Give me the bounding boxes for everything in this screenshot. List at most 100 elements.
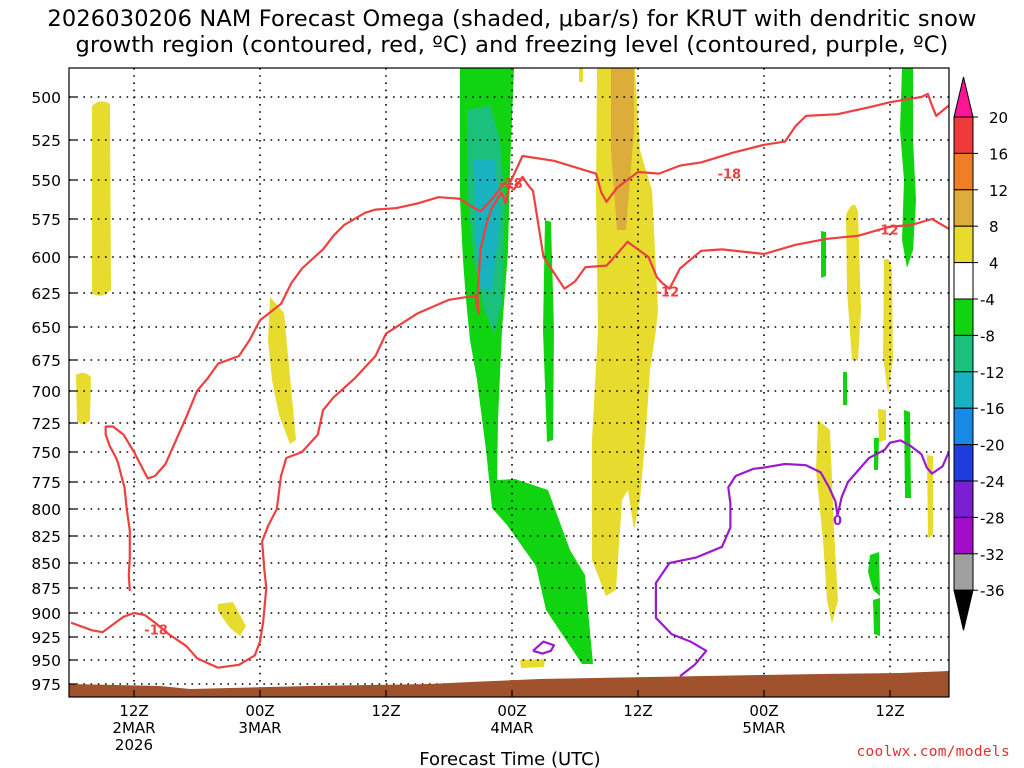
contour-red-18-label-1: -18	[499, 177, 523, 192]
credit-text: coolwx.com/models	[856, 744, 1010, 760]
colorbar-label-2: 12	[989, 182, 1008, 200]
omega-region-4	[520, 659, 545, 668]
omega-region-19	[873, 598, 880, 636]
omega-region-8	[543, 220, 554, 442]
y-tick-label-925: 925	[31, 629, 61, 647]
contour-purple-0	[654, 439, 949, 678]
y-tick-label-850: 850	[31, 555, 61, 573]
x-tick-label-78-0: 12Z	[875, 702, 904, 720]
y-tick-label-550: 550	[31, 172, 61, 190]
y-axis: 500 525 550 575 600 625 650 675 700 725 750 775 800 8…	[31, 89, 76, 694]
colorbar-segment-13	[953, 553, 974, 591]
colorbar-label-1: 16	[989, 145, 1008, 163]
omega-region-18	[868, 552, 880, 596]
omega-region-15	[883, 258, 893, 394]
colorbar-segment-4	[953, 225, 974, 264]
colorbar-segment-10	[953, 444, 974, 482]
chart-title: 2026030206 NAM Forecast Omega (shaded, μ…	[47, 6, 977, 58]
x-tick-label-66-1: 5MAR	[742, 719, 785, 737]
omega-region-11	[900, 68, 916, 268]
colorbar-segment-1	[953, 116, 974, 154]
contours: -18 -18 -18 -12 -12 0	[70, 92, 949, 678]
x-tick-label-42-0: 00Z	[497, 702, 526, 720]
colorbar-segment-8	[953, 371, 974, 409]
y-tick-label-775: 775	[31, 474, 61, 492]
y-tick-label-975: 975	[31, 676, 61, 694]
colorbar-label-10: -24	[980, 473, 1005, 491]
colorbar: 20 16 12 8 4 -4 -8 -12 -16 -20 -24 -28 -32 -36	[953, 76, 1008, 631]
y-tick-label-525: 525	[31, 132, 61, 150]
colorbar-label-6: -8	[980, 327, 995, 345]
y-tick-label-600: 600	[31, 249, 61, 267]
colorbar-label-11: -28	[980, 509, 1005, 527]
y-tick-label-900: 900	[31, 605, 61, 623]
x-tick-label-6-2: 2026	[115, 736, 153, 754]
colorbar-label-12: -32	[980, 546, 1005, 564]
x-tick-label-42-1: 4MAR	[490, 719, 533, 737]
colorbar-segment-2	[953, 152, 974, 191]
plot-frame	[68, 67, 950, 698]
contour-purple-0-label-0: 0	[833, 514, 842, 529]
colorbar-label-7: -12	[980, 364, 1005, 382]
x-tick-label-66-0: 00Z	[749, 702, 778, 720]
colorbar-segment-11	[953, 480, 974, 518]
omega-region-12	[843, 372, 847, 405]
x-tick-label-18-1: 3MAR	[238, 719, 281, 737]
omega-region-3	[218, 602, 246, 636]
omega-region-1	[76, 372, 91, 425]
y-tick-label-625: 625	[31, 285, 61, 303]
x-axis-label: Forecast Time (UTC)	[419, 749, 600, 768]
y-tick-label-750: 750	[31, 444, 61, 462]
terrain-fill	[69, 671, 949, 697]
colorbar-label-4: 4	[989, 255, 999, 273]
colorbar-segment-9	[953, 407, 974, 446]
contour-red-18-label-0: -18	[144, 623, 168, 638]
omega-region-14	[846, 204, 861, 360]
y-tick-label-650: 650	[31, 319, 61, 337]
colorbar-segment-7	[953, 334, 974, 373]
y-tick-label-825: 825	[31, 528, 61, 546]
y-tick-label-800: 800	[31, 501, 61, 519]
contour-purple-small	[532, 640, 556, 655]
omega-region-22	[927, 455, 933, 538]
colorbar-label-8: -16	[980, 400, 1005, 418]
colorbar-segment-6	[953, 298, 974, 336]
colorbar-segment-5	[953, 262, 974, 300]
omega-region-20	[904, 410, 911, 498]
colorbar-segment-3	[953, 189, 974, 227]
contour-red-18	[70, 92, 949, 669]
colorbar-bottom-triangle	[953, 589, 974, 631]
contour-red-12-label-0: -12	[656, 286, 680, 301]
omega-shading	[76, 68, 933, 668]
colorbar-label-0: 20	[989, 109, 1008, 127]
y-tick-label-675: 675	[31, 352, 61, 370]
contour-red-12-label-1: -12	[875, 224, 899, 239]
terrain	[69, 671, 949, 697]
x-tick-label-54-0: 12Z	[623, 702, 652, 720]
contour-red-12	[104, 175, 949, 592]
y-tick-label-950: 950	[31, 652, 61, 670]
x-tick-label-30-0: 12Z	[371, 702, 400, 720]
x-tick-label-18-0: 00Z	[245, 702, 274, 720]
y-tick-label-500: 500	[31, 89, 61, 107]
x-tick-label-6-1: 2MAR	[112, 719, 155, 737]
colorbar-label-9: -20	[980, 437, 1005, 455]
colorbar-label-13: -36	[980, 582, 1005, 600]
y-tick-label-700: 700	[31, 383, 61, 401]
x-tick-label-6-0: 12Z	[119, 702, 148, 720]
omega-region-2	[268, 297, 296, 444]
contour-red-18-label-2: -18	[718, 168, 742, 183]
colorbar-top-triangle	[953, 76, 974, 118]
omega-region-17	[816, 420, 838, 624]
y-tick-label-575: 575	[31, 211, 61, 229]
y-tick-label-875: 875	[31, 580, 61, 598]
y-tick-label-725: 725	[31, 415, 61, 433]
colorbar-label-3: 8	[989, 218, 999, 236]
omega-region-13	[821, 231, 826, 278]
omega-region-23	[579, 68, 583, 82]
colorbar-segment-12	[953, 516, 974, 555]
omega-region-16	[878, 409, 886, 442]
omega-region-0	[92, 101, 111, 296]
